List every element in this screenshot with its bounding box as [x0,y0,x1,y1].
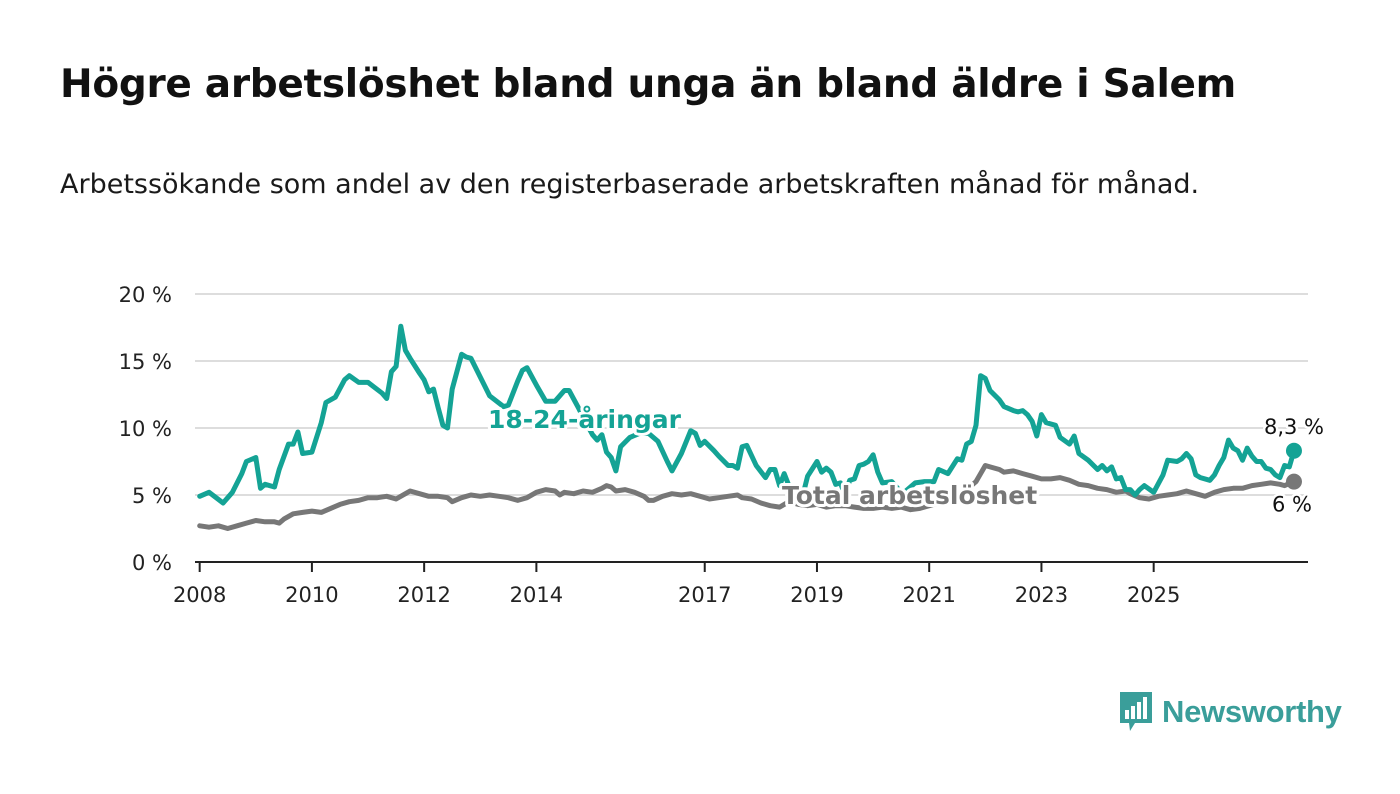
newsworthy-logo-icon [1120,692,1152,731]
x-tick-label: 2017 [678,583,731,607]
series-line [197,463,1297,531]
y-tick-label: 0 % [132,551,172,575]
end-point-total [1285,473,1302,490]
series-labels: 18-24-åringar Total arbetslöshet [485,402,1040,513]
newsworthy-logo-text: Newsworthy [1162,694,1342,729]
y-axis-ticks: 0 % 5 % 10 % 15 % 20 % [119,283,172,575]
x-axis-ticks: 2008 2010 2012 2014 2017 2019 2021 2023 2025 [173,562,1180,607]
series-label-young: 18-24-åringar [488,405,682,434]
end-value-total: 6 % [1272,493,1312,517]
chart-subtitle: Arbetssökande som andel av den registerb… [60,169,1200,200]
newsworthy-logo: Newsworthy [1118,690,1342,734]
series-label-total: Total arbetslöshet [782,481,1037,510]
y-tick-label: 10 % [119,417,172,441]
end-value-young: 8,3 % [1264,415,1324,439]
y-tick-label: 20 % [119,283,172,307]
x-tick-label: 2023 [1015,583,1068,607]
x-tick-label: 2025 [1127,583,1180,607]
x-tick-label: 2021 [902,583,955,607]
series-line [197,323,1297,506]
gridlines [195,293,1308,563]
x-tick-label: 2008 [173,583,226,607]
x-tick-label: 2014 [510,583,563,607]
chart-title: Högre arbetslöshet bland unga än bland ä… [60,62,1236,107]
series-lines [197,323,1297,531]
y-tick-label: 5 % [132,484,172,508]
end-markers: 8,3 % 6 % [1261,412,1326,519]
x-tick-label: 2012 [397,583,450,607]
end-point-young [1285,442,1302,459]
x-tick-label: 2010 [285,583,338,607]
y-tick-label: 15 % [119,350,172,374]
x-tick-label: 2019 [790,583,843,607]
